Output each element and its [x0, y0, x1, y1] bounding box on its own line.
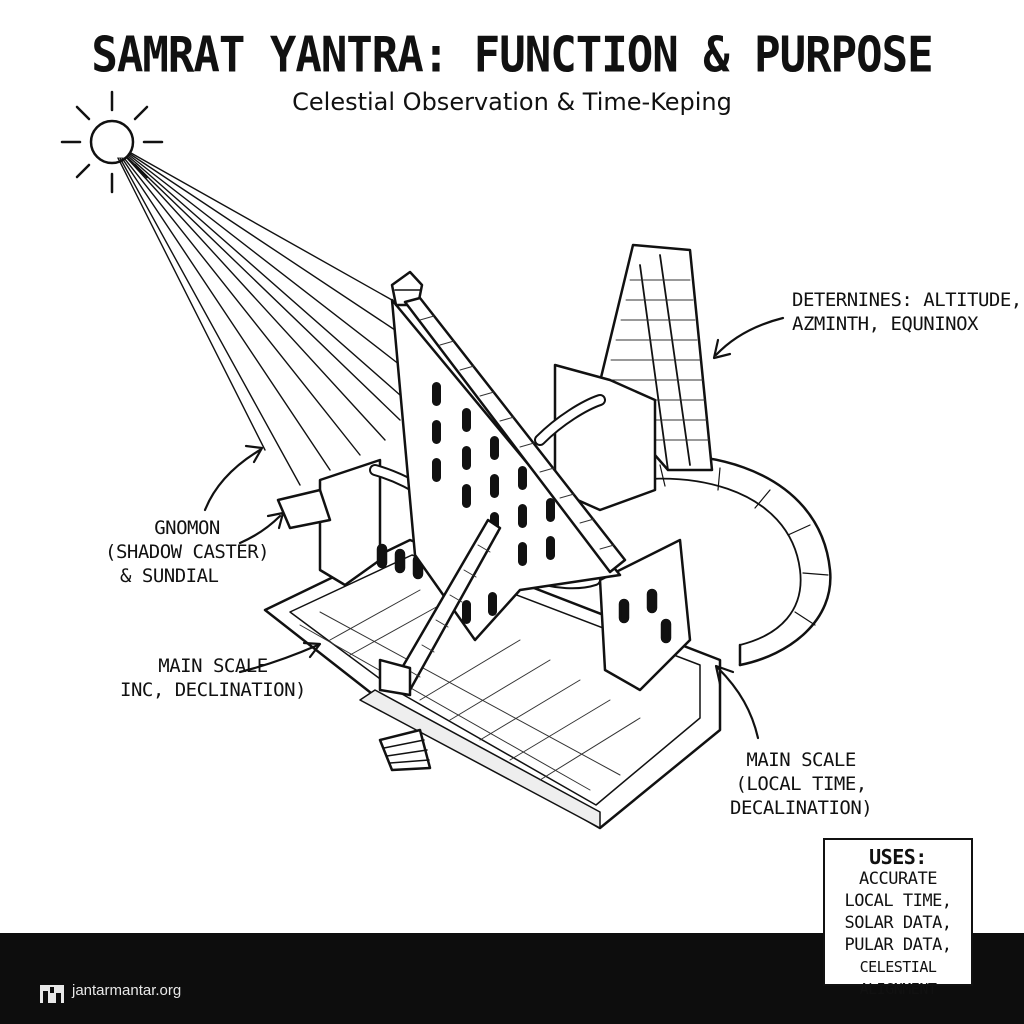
floor-tiles	[299, 589, 641, 791]
label-main-scale-right-line1: MAIN SCALE	[746, 749, 856, 771]
uses-item: PULAR DATA,	[844, 935, 952, 955]
uses-box: USES: ACCURATE LOCAL TIME, SOLAR DATA, P…	[823, 838, 973, 998]
label-main-scale-right-line3: DECALINATION)	[730, 797, 873, 819]
base-platform	[263, 538, 722, 830]
sun-rays	[117, 152, 401, 486]
footer-site-link[interactable]: jantarmantar.org	[72, 982, 182, 999]
label-gnomon-line1: GNOMON	[154, 517, 220, 539]
page-title: SAMRAT YANTRA: FUNCTION & PURPOSE	[91, 26, 933, 85]
label-determines-line2: AZMINTH, EQUNINOX	[792, 313, 978, 335]
label-arrows	[203, 316, 785, 740]
label-determines-line1: DETERNINES: ALTITUDE,	[792, 289, 1022, 311]
uses-item: LOCAL TIME,	[844, 891, 952, 911]
uses-heading: USES:	[869, 845, 927, 869]
uses-item: ACCURATE	[859, 869, 937, 889]
right-block	[553, 363, 692, 692]
label-main-scale-right-line2: (LOCAL TIME,	[735, 773, 867, 795]
left-block	[276, 458, 424, 587]
page-subtitle: Celestial Observation & Time-Keping	[292, 88, 732, 116]
label-main-scale-left-line2: INC, DECLINATION)	[120, 679, 306, 701]
gnomon-triangle	[390, 270, 622, 642]
label-gnomon-line2: (SHADOW CASTER)	[105, 541, 270, 563]
label-gnomon-sundial: & SUNDIAL	[120, 565, 219, 587]
hypotenuse-staircase	[403, 296, 627, 574]
lower-staircase	[378, 518, 502, 697]
label-determines: DETERNINES: ALTITUDE, AZMINTH, EQUNINOX	[792, 288, 1022, 336]
uses-item: CELESTIAL ALIGNMENT	[859, 958, 937, 998]
label-gnomon: GNOMON (SHADOW CASTER)	[105, 516, 270, 564]
logo-icon	[40, 985, 64, 1003]
label-main-scale-right: MAIN SCALE (LOCAL TIME, DECALINATION)	[730, 748, 873, 820]
uses-item: SOLAR DATA,	[844, 913, 952, 933]
